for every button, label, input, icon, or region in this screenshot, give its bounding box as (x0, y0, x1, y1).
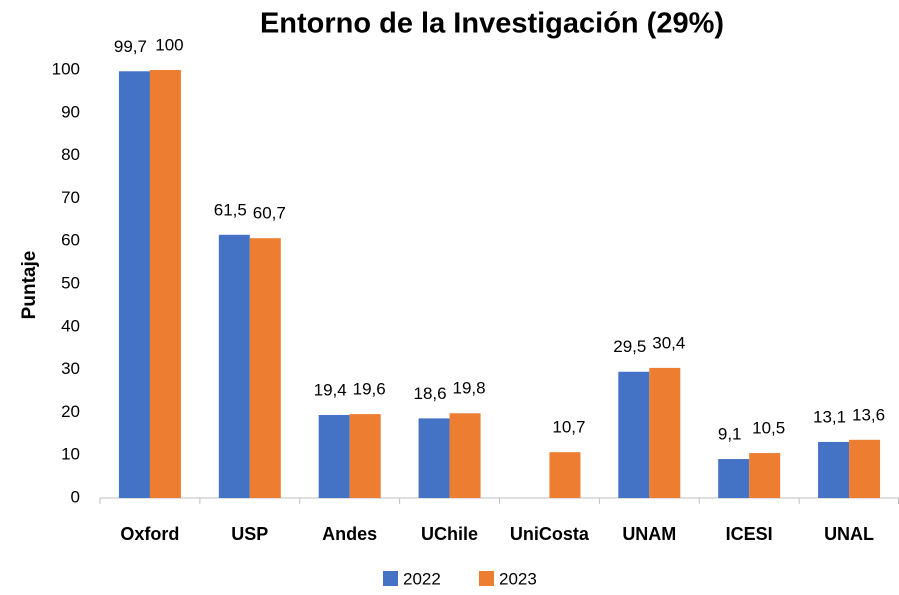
y-tick-label: 10 (61, 445, 80, 464)
y-axis-title: Puntaje (19, 251, 40, 320)
x-tick-label: USP (231, 524, 268, 544)
value-label: 9,1 (718, 425, 742, 444)
value-label: 99,7 (114, 37, 147, 56)
bar (449, 413, 481, 498)
legend-swatch (479, 571, 494, 586)
bar (149, 70, 181, 498)
value-label: 30,4 (652, 333, 685, 352)
value-label: 19,6 (353, 380, 386, 399)
y-tick-label: 100 (52, 59, 80, 78)
y-tick-label: 50 (61, 273, 80, 292)
legend-label: 2023 (499, 569, 537, 588)
value-label: 61,5 (214, 200, 247, 219)
bar (349, 414, 381, 498)
y-tick-label: 20 (61, 402, 80, 421)
value-label: 10,5 (752, 419, 785, 438)
bar (218, 234, 250, 498)
value-label: 13,6 (852, 405, 885, 424)
bar (249, 238, 281, 499)
bar (418, 418, 450, 498)
x-tick-label: UChile (421, 524, 478, 544)
bar (118, 71, 150, 498)
value-label: 13,1 (813, 407, 846, 426)
value-label: 18,6 (414, 384, 447, 403)
y-tick-label: 70 (61, 188, 80, 207)
value-label: 29,5 (613, 337, 646, 356)
bar (549, 452, 581, 498)
bar (849, 439, 881, 498)
bar (318, 414, 350, 498)
value-label: 10,7 (552, 418, 585, 437)
x-tick-label: UNAM (622, 524, 676, 544)
y-tick-label: 0 (71, 487, 80, 506)
bar (718, 459, 750, 498)
legend-swatch (383, 571, 398, 586)
y-tick-label: 80 (61, 145, 80, 164)
bar (618, 371, 650, 498)
chart-title: Entorno de la Investigación (29%) (260, 8, 724, 40)
value-label: 60,7 (253, 204, 286, 223)
x-tick-label: Andes (322, 524, 377, 544)
y-tick-label: 90 (61, 102, 80, 121)
value-label: 19,4 (314, 380, 347, 399)
y-tick-label: 40 (61, 316, 80, 335)
x-tick-label: UniCosta (510, 524, 590, 544)
value-label: 19,8 (453, 379, 486, 398)
bar (649, 367, 681, 498)
legend-label: 2022 (403, 569, 441, 588)
y-tick-label: 60 (61, 231, 80, 250)
value-label: 100 (155, 35, 183, 54)
y-tick-label: 30 (61, 359, 80, 378)
x-tick-label: UNAL (824, 524, 874, 544)
x-tick-label: Oxford (120, 524, 179, 544)
bar (818, 441, 850, 498)
bar (749, 453, 781, 498)
x-tick-label: ICESI (726, 524, 773, 544)
